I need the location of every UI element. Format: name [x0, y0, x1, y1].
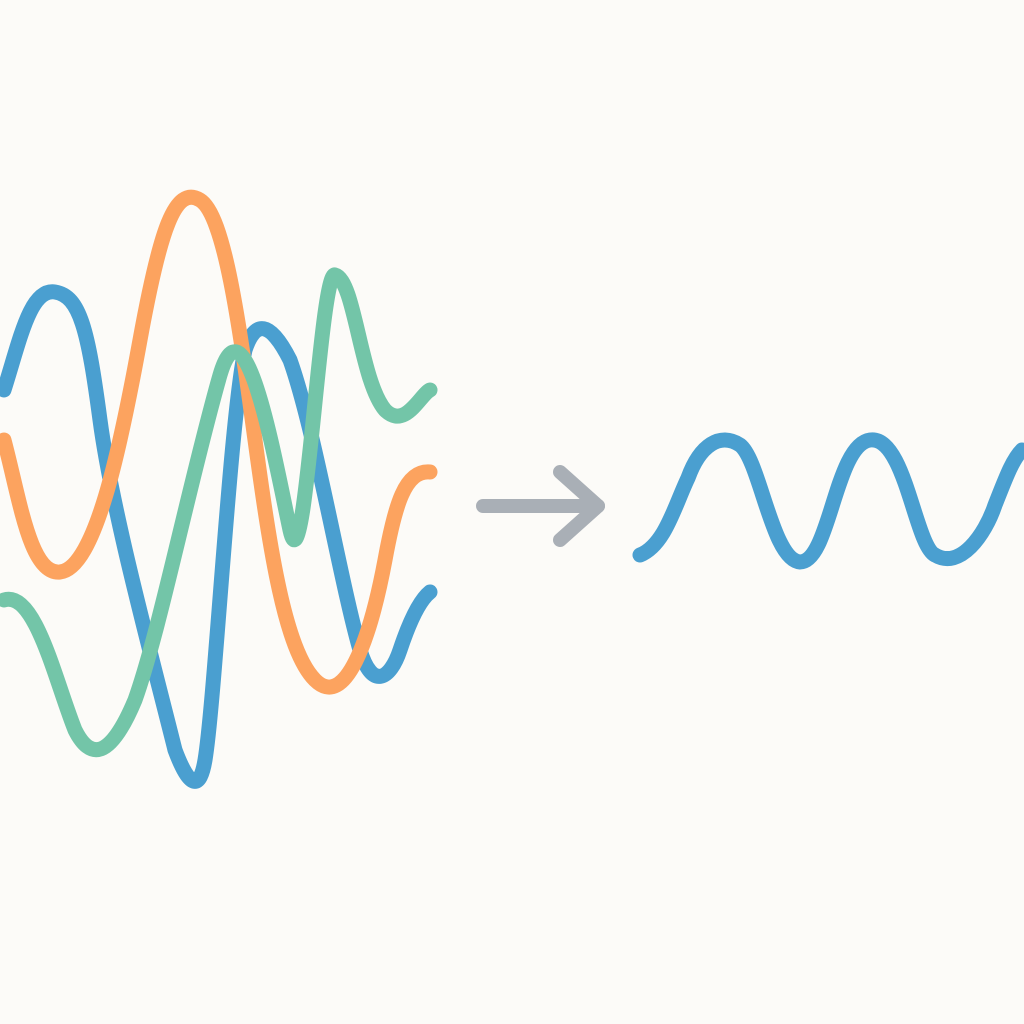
arrow-head — [553, 465, 605, 547]
transform-arrow — [476, 465, 605, 547]
input-wave-orange — [0, 189, 438, 695]
output-wave — [632, 432, 1024, 570]
input-wave-green — [0, 267, 438, 757]
input-wave-group — [0, 189, 438, 789]
